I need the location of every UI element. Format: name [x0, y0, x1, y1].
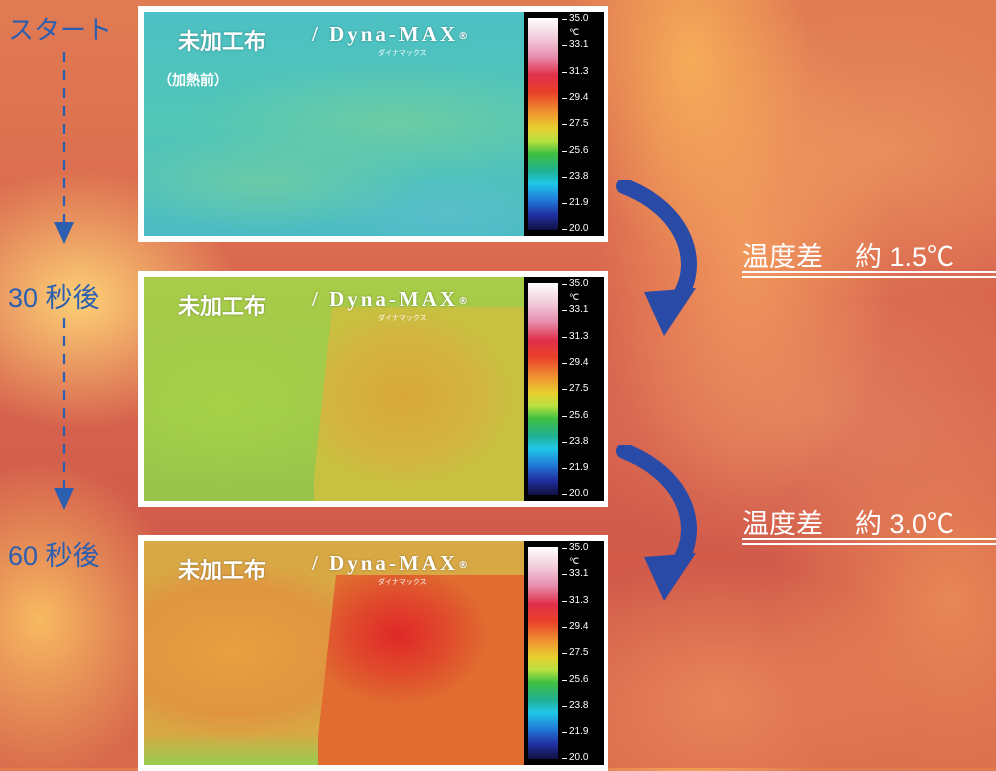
timeline-60s-label: 60 秒後	[8, 541, 100, 571]
difference-underline	[742, 271, 996, 273]
temperature-color-bar	[528, 283, 558, 495]
fabric-label: 未加工布	[178, 29, 267, 54]
brand-katakana: ダイナマックス	[378, 314, 427, 322]
scale-tick: 27.5	[562, 384, 588, 394]
scale-tick: 23.8	[562, 701, 588, 711]
scale-tick: 20.0	[562, 753, 588, 763]
scale-tick: 31.3	[562, 332, 588, 342]
scale-tick: 27.5	[562, 119, 588, 129]
brand-katakana: ダイナマックス	[378, 49, 427, 57]
scale-ticks: 35.0 33.1 31.3 29.4 27.5 25.6 23.8 21.9 …	[562, 279, 602, 499]
scale-tick: 29.4	[562, 622, 588, 632]
brand-label: / Dyna-MAX®	[312, 551, 469, 575]
temperature-difference-2: 温度差 約 3.0℃	[742, 502, 954, 541]
scale-tick: 21.9	[562, 463, 588, 473]
temperature-scale: ℃ 35.0 33.1 31.3 29.4 27.5 25.6 23.8 21.…	[524, 12, 604, 236]
fabric-label: 未加工布	[178, 558, 267, 583]
scale-unit: ℃	[569, 292, 580, 302]
scale-tick: 21.9	[562, 198, 588, 208]
temperature-scale: ℃ 35.0 33.1 31.3 29.4 27.5 25.6 23.8 21.…	[524, 277, 604, 501]
brand-label: / Dyna-MAX®	[312, 287, 469, 311]
difference-label: 温度差	[742, 509, 823, 539]
scale-tick: 31.3	[562, 596, 588, 606]
registered-mark: ®	[458, 30, 469, 42]
temperature-difference-1: 温度差 約 1.5℃	[742, 235, 954, 274]
difference-label: 温度差	[742, 242, 823, 272]
scale-unit: ℃	[569, 27, 580, 37]
difference-underline	[742, 276, 996, 278]
scale-tick: 20.0	[562, 224, 588, 234]
scale-tick: 25.6	[562, 411, 588, 421]
timeline-start-label: スタート	[8, 15, 113, 45]
scale-tick: 35.0	[562, 543, 588, 553]
temperature-scale: ℃ 35.0 33.1 31.3 29.4 27.5 25.6 23.8 21.…	[524, 541, 604, 765]
thermal-image-start: 未加工布 / Dyna-MAX® ダイナマックス （加熱前）	[144, 12, 524, 236]
curved-arrow-down-2	[616, 445, 697, 601]
difference-value: 約 1.5℃	[855, 242, 955, 272]
brand-katakana: ダイナマックス	[378, 578, 427, 586]
scale-tick: 25.6	[562, 146, 588, 156]
scale-tick: 33.1	[562, 569, 588, 579]
scale-tick: 33.1	[562, 40, 588, 50]
scale-tick: 29.4	[562, 93, 588, 103]
timeline-arrow-1	[54, 52, 74, 244]
scale-ticks: 35.0 33.1 31.3 29.4 27.5 25.6 23.8 21.9 …	[562, 14, 602, 234]
scale-tick: 35.0	[562, 14, 588, 24]
difference-underline	[742, 538, 996, 540]
temperature-color-bar	[528, 18, 558, 230]
timeline-arrow-2	[54, 318, 74, 510]
registered-mark: ®	[458, 559, 469, 571]
scale-tick: 27.5	[562, 648, 588, 658]
thermal-panel-60s: 未加工布 / Dyna-MAX® ダイナマックス ℃ 35.0 33.1 31.…	[138, 535, 608, 771]
before-heating-label: （加熱前）	[158, 72, 228, 88]
scale-tick: 20.0	[562, 489, 588, 499]
thermal-panel-30s: 未加工布 / Dyna-MAX® ダイナマックス ℃ 35.0 33.1 31.…	[138, 271, 608, 507]
curved-arrow-down-1	[616, 180, 697, 336]
thermal-image-60s: 未加工布 / Dyna-MAX® ダイナマックス	[144, 541, 524, 765]
scale-tick: 23.8	[562, 437, 588, 447]
scale-unit: ℃	[569, 556, 580, 566]
scale-tick: 35.0	[562, 279, 588, 289]
timeline-30s-label: 30 秒後	[8, 283, 100, 313]
brand-label: / Dyna-MAX®	[312, 22, 469, 46]
scale-tick: 23.8	[562, 172, 588, 182]
difference-value: 約 3.0℃	[855, 509, 955, 539]
scale-tick: 25.6	[562, 675, 588, 685]
scale-ticks: 35.0 33.1 31.3 29.4 27.5 25.6 23.8 21.9 …	[562, 543, 602, 763]
registered-mark: ®	[458, 295, 469, 307]
dynamax-fabric-area	[314, 307, 524, 501]
temperature-color-bar	[528, 547, 558, 759]
thermal-panel-start: 未加工布 / Dyna-MAX® ダイナマックス （加熱前） ℃ 35.0 33…	[138, 6, 608, 242]
fabric-label: 未加工布	[178, 294, 267, 319]
scale-tick: 33.1	[562, 305, 588, 315]
scale-tick: 21.9	[562, 727, 588, 737]
difference-underline	[742, 543, 996, 545]
thermal-image-30s: 未加工布 / Dyna-MAX® ダイナマックス	[144, 277, 524, 501]
scale-tick: 29.4	[562, 358, 588, 368]
dynamax-fabric-area	[318, 575, 524, 765]
scale-tick: 31.3	[562, 67, 588, 77]
